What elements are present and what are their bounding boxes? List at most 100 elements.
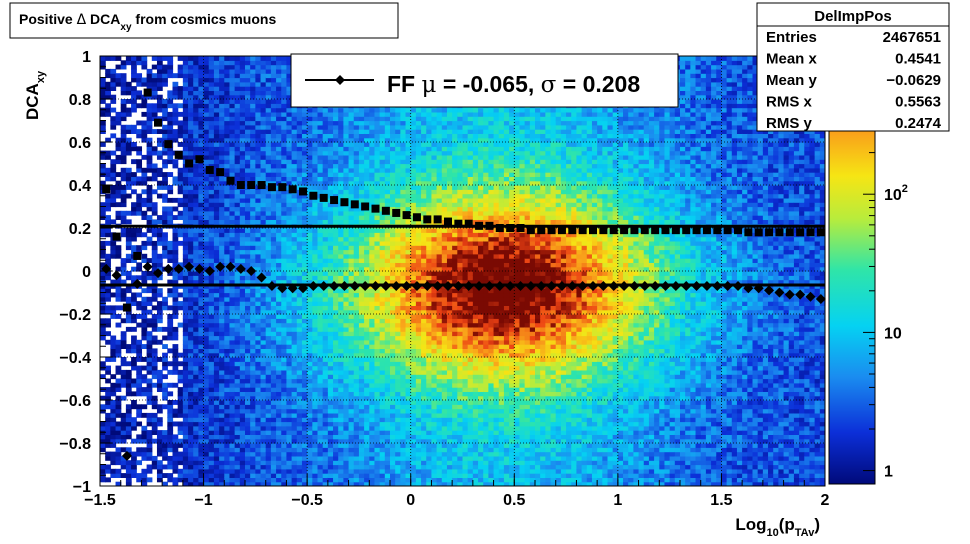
heatmap-cell	[348, 193, 355, 199]
heatmap-cell	[208, 150, 215, 156]
heatmap-cell	[146, 352, 153, 358]
heatmap-cell	[317, 339, 324, 345]
heatmap-cell	[286, 228, 293, 233]
heatmap-cell	[182, 167, 189, 173]
heatmap-cell	[291, 412, 298, 418]
heatmap-cell	[141, 305, 148, 311]
heatmap-cell	[182, 357, 189, 362]
heatmap-cell	[125, 258, 132, 263]
heatmap-cell	[213, 86, 220, 91]
heatmap-cell	[348, 197, 355, 203]
heatmap-cell	[255, 215, 262, 220]
heatmap-cell	[162, 116, 168, 122]
heatmap-cell	[265, 215, 272, 220]
heatmap-cell	[296, 318, 303, 324]
heatmap-cell	[125, 481, 132, 486]
heatmap-cell	[151, 232, 158, 238]
heatmap-cell	[379, 464, 386, 470]
heatmap-cell	[219, 271, 225, 276]
heatmap-cell	[353, 378, 360, 384]
heatmap-cell	[286, 352, 293, 358]
heatmap-cell	[270, 455, 277, 461]
heatmap-cell	[250, 99, 256, 104]
heatmap-cell	[379, 142, 386, 147]
heatmap-cell	[136, 197, 143, 203]
heatmap-cell	[307, 202, 313, 208]
heatmap-cell	[198, 253, 205, 259]
heatmap-cell	[239, 438, 246, 444]
heatmap-cell	[110, 387, 117, 392]
heatmap-cell	[141, 111, 148, 117]
heatmap-cell	[188, 378, 194, 384]
heatmap-cell	[281, 163, 288, 169]
heatmap-cell	[281, 99, 288, 104]
heatmap-cell	[255, 464, 262, 470]
heatmap-cell	[219, 185, 225, 190]
heatmap-cell	[203, 395, 210, 401]
heatmap-cell	[338, 468, 344, 474]
heatmap-cell	[234, 318, 241, 324]
heatmap-cell	[327, 288, 334, 294]
heatmap-cell	[255, 68, 262, 74]
heatmap-cell	[312, 468, 319, 474]
heatmap-cell	[198, 421, 205, 427]
heatmap-cell	[322, 154, 329, 160]
heatmap-cell	[255, 421, 262, 427]
heatmap-cell	[110, 219, 117, 225]
heatmap-cell	[384, 357, 391, 362]
heatmap-cell	[167, 412, 174, 418]
heatmap-cell	[281, 391, 288, 397]
heatmap-cell	[203, 73, 210, 79]
heatmap-cell	[333, 288, 339, 294]
heatmap-cell	[333, 464, 339, 470]
heatmap-cell	[250, 197, 256, 203]
heatmap-cell	[333, 262, 339, 268]
heatmap-cell	[260, 107, 267, 113]
heatmap-cell	[182, 271, 189, 276]
heatmap-cell	[374, 451, 381, 457]
heatmap-cell	[296, 180, 303, 186]
heatmap-cell	[125, 382, 132, 388]
heatmap-cell	[213, 296, 220, 302]
heatmap-cell	[358, 430, 365, 435]
heatmap-cell	[307, 378, 313, 384]
heatmap-cell	[327, 326, 334, 332]
heatmap-cell	[188, 99, 194, 104]
heatmap-cell	[208, 60, 215, 66]
heatmap-cell	[338, 326, 344, 332]
heatmap-cell	[182, 331, 189, 337]
heatmap-cell	[172, 477, 179, 483]
heatmap-cell	[162, 296, 168, 302]
heatmap-cell	[384, 309, 391, 315]
heatmap-cell	[353, 111, 360, 117]
heatmap-cell	[193, 107, 199, 113]
heatmap-cell	[327, 258, 334, 263]
heatmap-cell	[229, 271, 236, 276]
heatmap-cell	[364, 468, 370, 474]
heatmap-cell	[245, 68, 251, 74]
heatmap-cell	[105, 90, 111, 96]
heatmap-cell	[167, 331, 174, 337]
heatmap-cell	[255, 142, 262, 147]
heatmap-cell	[193, 339, 199, 345]
heatmap-cell	[260, 137, 267, 143]
heatmap-cell	[260, 111, 267, 117]
heatmap-cell	[327, 111, 334, 117]
heatmap-cell	[105, 391, 111, 397]
heatmap-cell	[281, 438, 288, 444]
heatmap-cell	[151, 357, 158, 362]
heatmap-cell	[291, 176, 298, 182]
heatmap-cell	[136, 232, 143, 238]
heatmap-cell	[136, 94, 143, 100]
heatmap-cell	[224, 206, 231, 212]
heatmap-cell	[364, 412, 370, 418]
heatmap-cell	[384, 481, 391, 486]
heatmap-cell	[296, 357, 303, 362]
heatmap-cell	[151, 262, 158, 268]
heatmap-cell	[374, 387, 381, 392]
heatmap-cell	[198, 232, 205, 238]
heatmap-cell	[301, 352, 308, 358]
heatmap-cell	[250, 455, 256, 461]
heatmap-cell	[317, 232, 324, 238]
heatmap-cell	[265, 64, 272, 70]
